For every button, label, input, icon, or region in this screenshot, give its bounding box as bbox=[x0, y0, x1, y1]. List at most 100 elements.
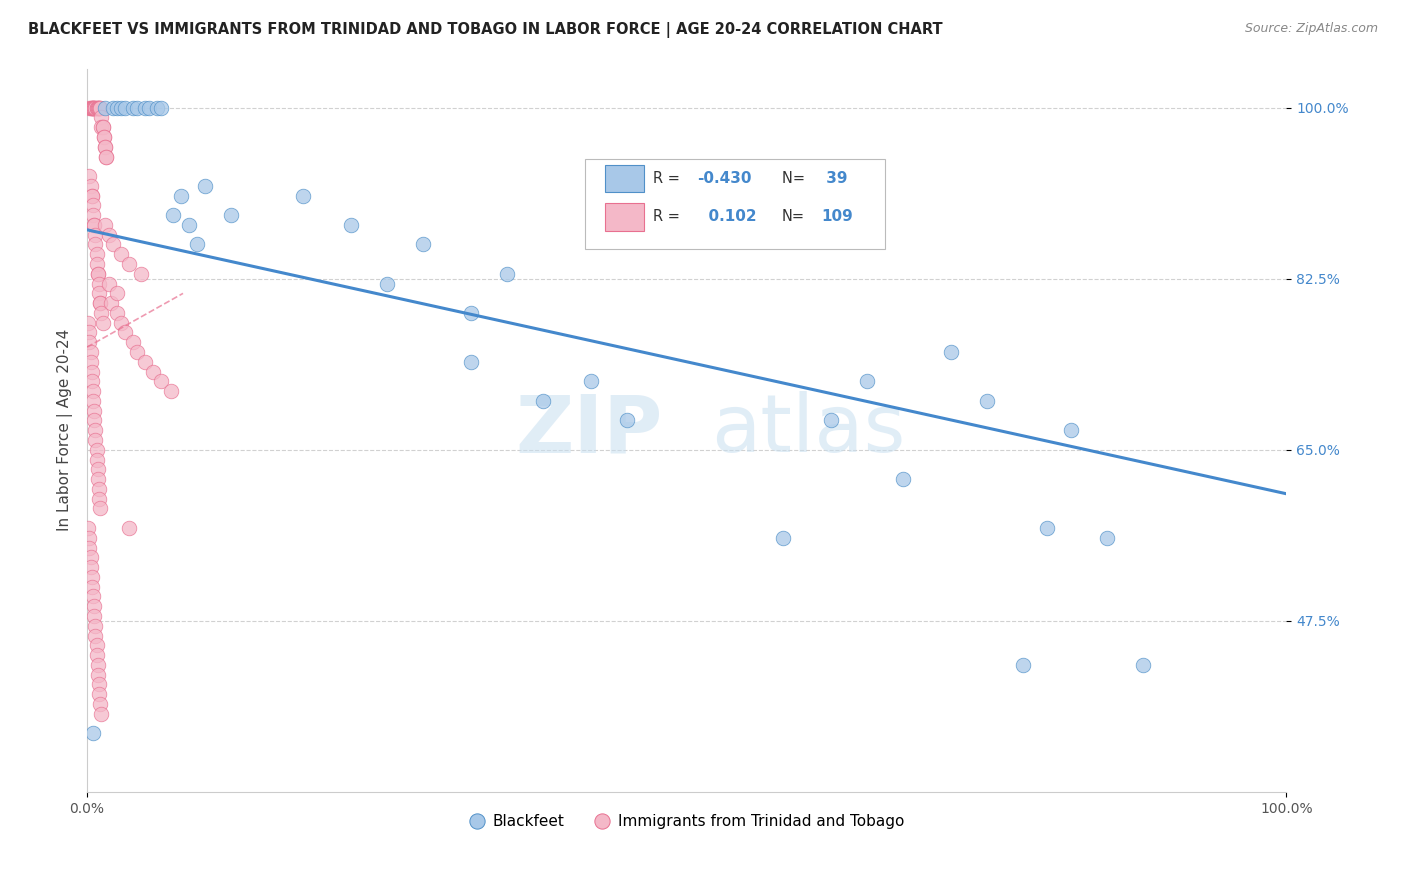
Point bbox=[94, 139, 117, 153]
Point bbox=[89, 296, 111, 310]
Point bbox=[820, 413, 842, 427]
Point bbox=[86, 257, 108, 271]
Point bbox=[83, 218, 105, 232]
Point bbox=[105, 306, 128, 320]
Point bbox=[105, 101, 128, 115]
Point bbox=[87, 101, 110, 115]
Text: Source: ZipAtlas.com: Source: ZipAtlas.com bbox=[1244, 22, 1378, 36]
Point bbox=[90, 706, 112, 721]
Point bbox=[291, 188, 314, 202]
Point bbox=[89, 501, 111, 516]
Point bbox=[97, 277, 120, 291]
Point bbox=[138, 101, 160, 115]
Point bbox=[162, 208, 184, 222]
Point bbox=[82, 101, 104, 115]
Point bbox=[91, 120, 114, 135]
Point bbox=[87, 277, 110, 291]
Point bbox=[82, 726, 104, 740]
Y-axis label: In Labor Force | Age 20-24: In Labor Force | Age 20-24 bbox=[58, 329, 73, 532]
Point bbox=[89, 101, 111, 115]
Point bbox=[134, 101, 156, 115]
Point bbox=[83, 609, 105, 624]
Point bbox=[84, 101, 107, 115]
Point bbox=[79, 550, 101, 565]
Point bbox=[412, 237, 434, 252]
Point bbox=[976, 393, 998, 408]
Text: R =: R = bbox=[654, 210, 685, 224]
Point bbox=[83, 101, 105, 115]
Point bbox=[495, 267, 517, 281]
Bar bbox=[605, 203, 644, 230]
Point bbox=[97, 227, 120, 242]
Point bbox=[87, 667, 110, 681]
Point bbox=[91, 316, 114, 330]
Point bbox=[82, 198, 104, 212]
Point bbox=[77, 521, 100, 535]
Point bbox=[87, 657, 110, 672]
Point bbox=[855, 375, 877, 389]
Point bbox=[127, 101, 149, 115]
Point bbox=[87, 101, 110, 115]
Point bbox=[1095, 531, 1118, 545]
Point bbox=[90, 306, 112, 320]
Point bbox=[1011, 657, 1033, 672]
Point bbox=[89, 697, 111, 711]
Point bbox=[134, 355, 156, 369]
Point bbox=[79, 560, 101, 574]
Point bbox=[90, 111, 112, 125]
Text: -0.430: -0.430 bbox=[697, 171, 752, 186]
Point bbox=[84, 619, 107, 633]
Point bbox=[87, 677, 110, 691]
Point bbox=[460, 355, 482, 369]
Point bbox=[460, 306, 482, 320]
Point bbox=[105, 286, 128, 301]
Point bbox=[84, 423, 107, 437]
Point bbox=[114, 101, 136, 115]
Point bbox=[891, 472, 914, 486]
Point bbox=[82, 590, 104, 604]
Point bbox=[86, 638, 108, 652]
Point bbox=[531, 393, 554, 408]
Point bbox=[79, 326, 101, 340]
Point bbox=[84, 237, 107, 252]
Point bbox=[87, 101, 110, 115]
Text: N=: N= bbox=[782, 171, 808, 186]
Text: R =: R = bbox=[654, 171, 685, 186]
Point bbox=[110, 247, 132, 261]
Point bbox=[150, 375, 173, 389]
Point bbox=[79, 531, 101, 545]
Point bbox=[121, 101, 143, 115]
Point bbox=[79, 101, 101, 115]
Point bbox=[219, 208, 242, 222]
Text: ZIP: ZIP bbox=[516, 392, 662, 469]
Point bbox=[87, 286, 110, 301]
Text: 109: 109 bbox=[821, 210, 853, 224]
Point bbox=[121, 335, 143, 350]
Legend: Blackfeet, Immigrants from Trinidad and Tobago: Blackfeet, Immigrants from Trinidad and … bbox=[464, 808, 910, 835]
Text: 39: 39 bbox=[821, 171, 848, 186]
Point bbox=[82, 101, 104, 115]
Point bbox=[84, 227, 107, 242]
Point bbox=[87, 267, 110, 281]
Point bbox=[100, 296, 122, 310]
Point bbox=[79, 101, 101, 115]
Point bbox=[1132, 657, 1154, 672]
Point bbox=[83, 403, 105, 417]
Point bbox=[129, 267, 152, 281]
Point bbox=[86, 442, 108, 457]
Point bbox=[94, 218, 117, 232]
Bar bbox=[605, 165, 644, 193]
Point bbox=[84, 101, 107, 115]
Point bbox=[80, 101, 103, 115]
Point bbox=[80, 188, 103, 202]
Point bbox=[79, 335, 101, 350]
Point bbox=[93, 130, 115, 145]
Point bbox=[87, 101, 110, 115]
Point bbox=[87, 462, 110, 476]
Point bbox=[150, 101, 173, 115]
FancyBboxPatch shape bbox=[585, 159, 884, 250]
Point bbox=[118, 521, 141, 535]
Point bbox=[110, 316, 132, 330]
Text: BLACKFEET VS IMMIGRANTS FROM TRINIDAD AND TOBAGO IN LABOR FORCE | AGE 20-24 CORR: BLACKFEET VS IMMIGRANTS FROM TRINIDAD AN… bbox=[28, 22, 943, 38]
Point bbox=[94, 101, 117, 115]
